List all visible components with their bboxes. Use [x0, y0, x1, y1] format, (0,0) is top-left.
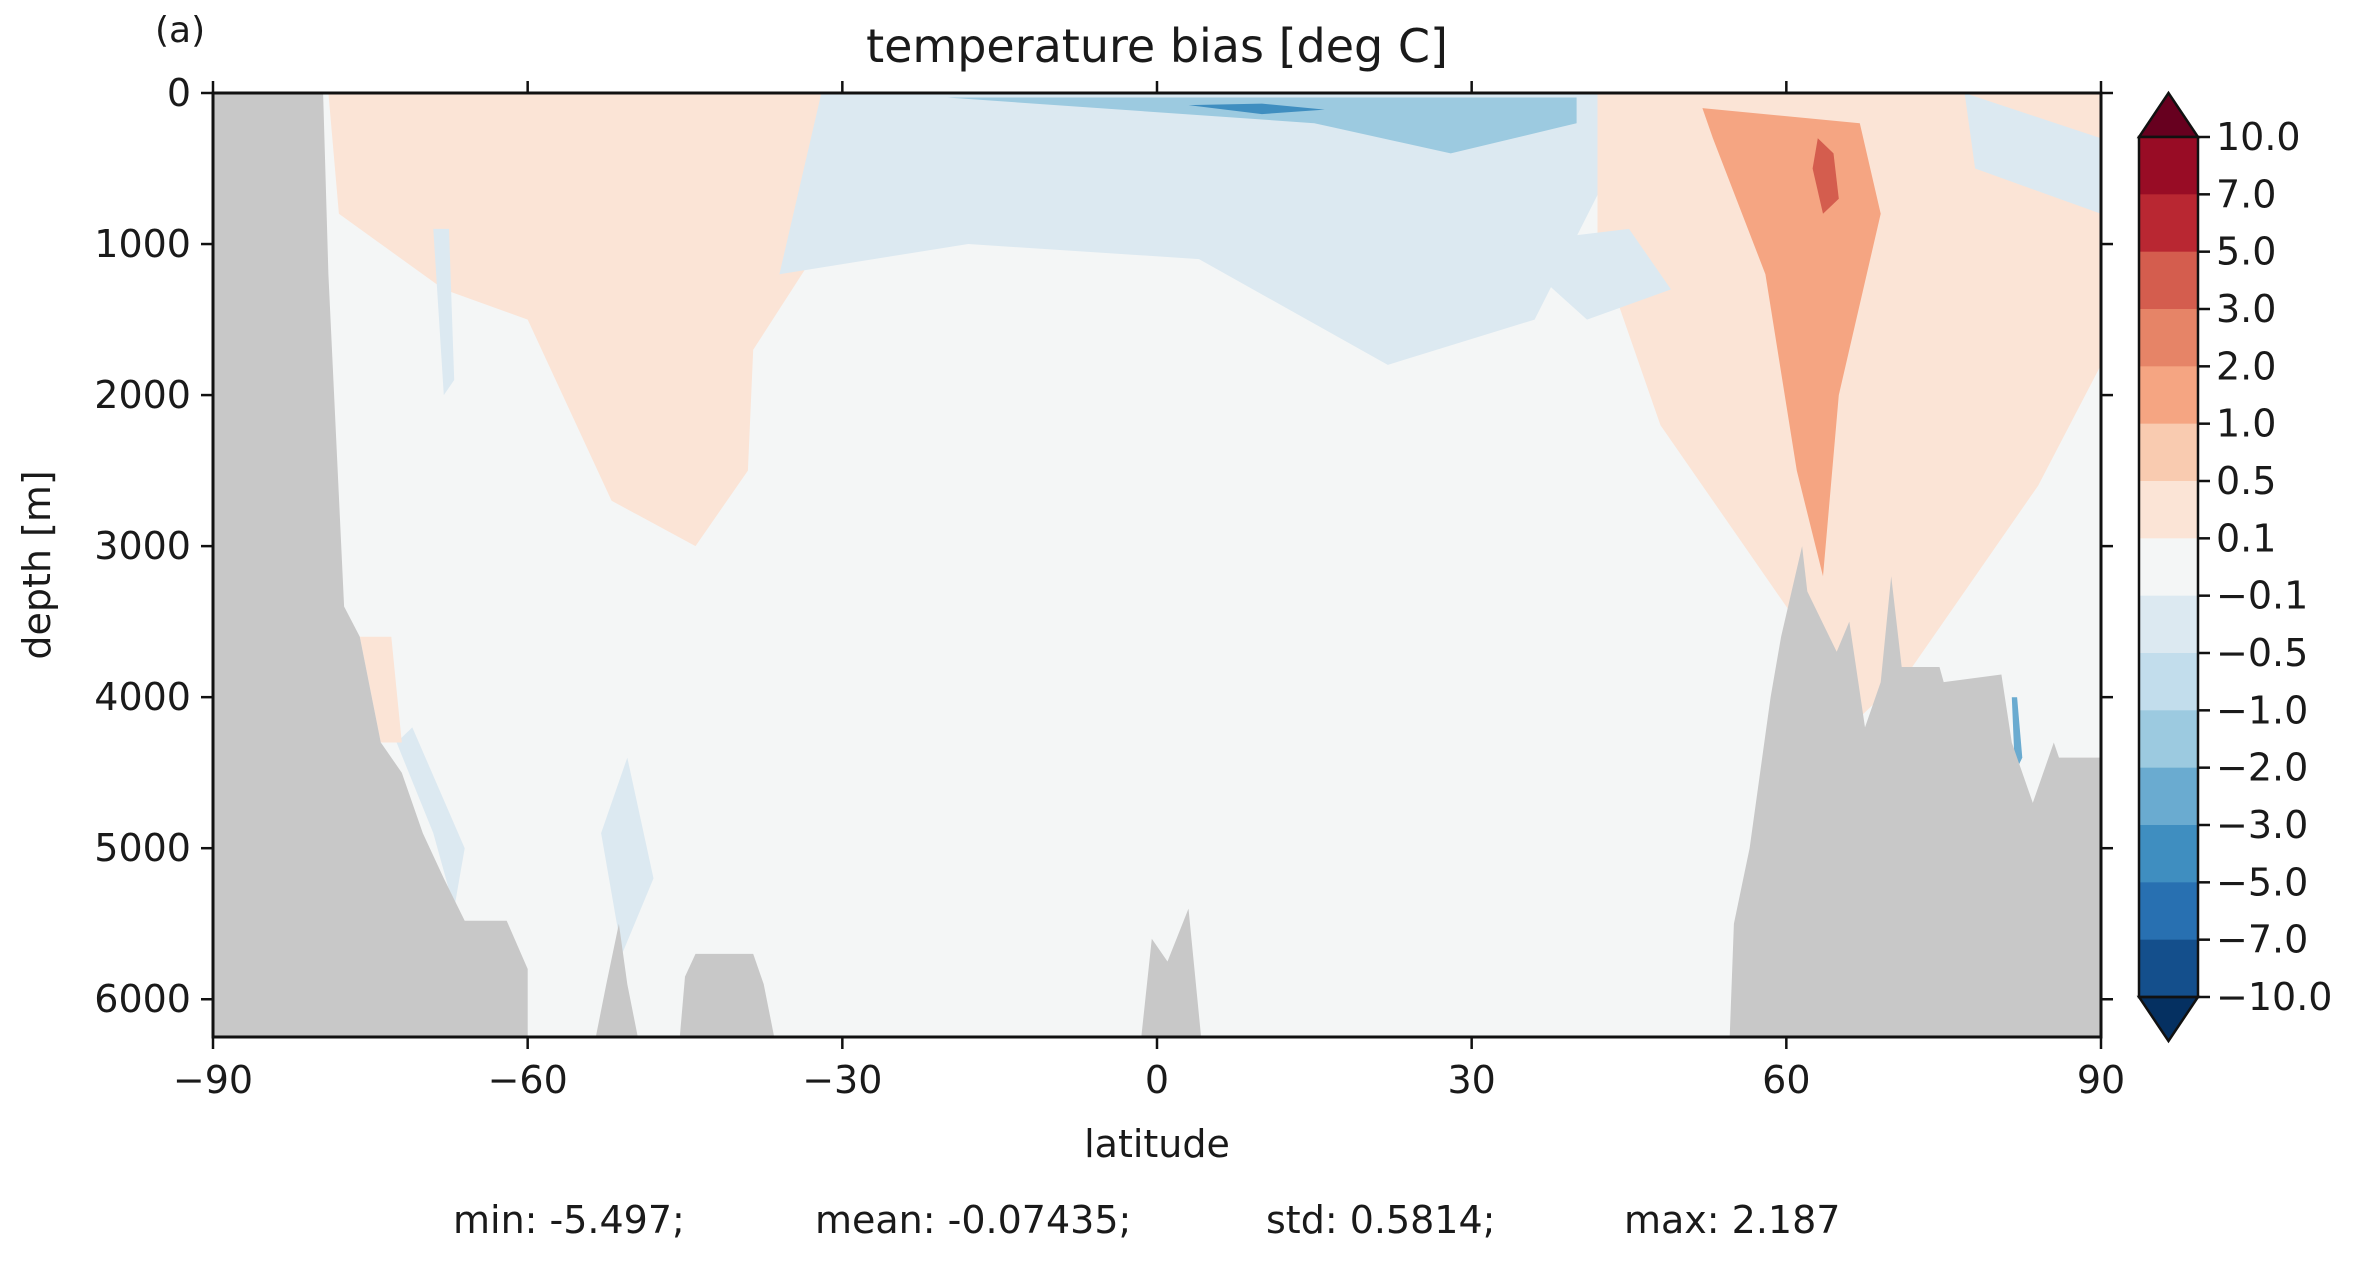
colorbar-band [2139, 423, 2198, 482]
y-tick-label: 4000 [94, 675, 191, 719]
colorbar-band [2139, 309, 2198, 367]
colorbar-band [2139, 137, 2198, 195]
colorbar-band [2139, 595, 2198, 654]
x-axis: −90 −60 −30 0 30 60 90 [173, 81, 2125, 1102]
colorbar-extend-max [2136, 90, 2201, 139]
stat-max: max: 2.187 [1624, 1198, 1841, 1242]
x-tick-label: −60 [488, 1058, 568, 1102]
colorbar-tick-label: −0.5 [2216, 631, 2308, 675]
chart-title: temperature bias [deg C] [866, 19, 1448, 73]
bias-region [359, 636, 402, 743]
colorbar-band [2139, 251, 2198, 310]
colorbar-tick-label: 3.0 [2216, 287, 2276, 331]
x-tick-label: −90 [173, 1058, 253, 1102]
panel-label: (a) [155, 10, 206, 51]
colorbar-tick-label: −0.1 [2216, 574, 2308, 618]
plot-area [211, 91, 2103, 1039]
bias-region [947, 97, 1577, 154]
bias-region [1503, 228, 1671, 320]
y-tick-label: 3000 [94, 524, 191, 568]
colorbar-tick-label: 0.1 [2216, 516, 2276, 560]
colorbar-tick-label: 0.5 [2216, 459, 2276, 503]
y-tick-label: 2000 [94, 373, 191, 417]
x-axis-label: latitude [1084, 1122, 1230, 1166]
land-north [1729, 546, 2101, 1037]
y-axis-label: depth [m] [15, 470, 59, 659]
bias-region [1964, 93, 2101, 214]
bias-region [779, 93, 1619, 365]
bias-region [1188, 103, 1325, 115]
colorbar-tick-label: −3.0 [2216, 803, 2308, 847]
land-ridge [679, 953, 775, 1037]
stat-std: std: 0.5814; [1266, 1198, 1496, 1242]
colorbar-band [2139, 653, 2198, 711]
y-tick-label: 1000 [94, 222, 191, 266]
colorbar-band [2139, 194, 2198, 253]
colorbar-band [2139, 825, 2198, 883]
x-tick-label: 60 [1762, 1058, 1810, 1102]
bias-region [601, 757, 654, 954]
colorbar-band [2139, 710, 2198, 769]
colorbar-tick-label: 1.0 [2216, 402, 2276, 446]
x-tick-label: 0 [1145, 1058, 1169, 1102]
y-axis: 0 1000 2000 3000 4000 5000 6000 [94, 71, 2113, 1021]
land-ridge [595, 923, 638, 1037]
colorbar-tick-label: −1.0 [2216, 688, 2308, 732]
bias-region [1597, 93, 2101, 728]
colorbar-tick-label: −2.0 [2216, 746, 2308, 790]
colorbar-band [2139, 366, 2198, 425]
land-south [213, 93, 528, 1037]
colorbar-tick-label: −5.0 [2216, 860, 2308, 904]
x-tick-label: 90 [2077, 1058, 2125, 1102]
colorbar-extend-min [2136, 995, 2201, 1044]
colorbar-tick-label: 7.0 [2216, 172, 2276, 216]
colorbar-tick-label: 2.0 [2216, 344, 2276, 388]
colorbar-frame [2137, 135, 2200, 999]
colorbar-tick-label: −10.0 [2216, 975, 2332, 1019]
x-tick-label: 30 [1447, 1058, 1495, 1102]
colorbar-band [2139, 882, 2198, 941]
y-tick-label: 6000 [94, 977, 191, 1021]
colorbar-band [2139, 939, 2198, 998]
y-tick-label: 0 [167, 71, 191, 115]
x-tick-label: −30 [802, 1058, 882, 1102]
bias-region [328, 93, 843, 547]
colorbar-tick-label: −7.0 [2216, 918, 2308, 962]
land-ridge [1141, 908, 1202, 1037]
bias-region [1702, 108, 1881, 577]
colorbar-band [2139, 767, 2198, 826]
colorbar-band [2139, 538, 2198, 597]
stat-min: min: -5.497; [453, 1198, 685, 1242]
colorbar-tick-label: 10.0 [2216, 115, 2301, 159]
bias-region [396, 727, 465, 909]
y-tick-label: 5000 [94, 826, 191, 870]
colorbar-band [2139, 481, 2198, 539]
colorbar-tick-label: 5.0 [2216, 230, 2276, 274]
bias-region [1812, 138, 1839, 214]
bias-region [433, 228, 455, 396]
stat-mean: mean: -0.07435; [815, 1198, 1132, 1242]
colorbar: 10.0 7.0 5.0 3.0 2.0 1.0 0.5 0.1 −0.1 −0.5 −1.0 −2.… [2136, 90, 2332, 1044]
